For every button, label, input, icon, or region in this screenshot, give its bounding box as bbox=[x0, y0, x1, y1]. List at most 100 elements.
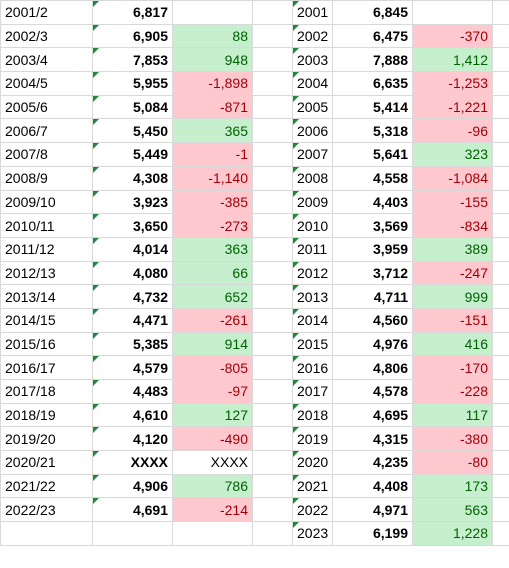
year-cell: 2007 bbox=[292, 142, 333, 167]
sheet-body: 2001/2 6,817 2001 6,845 2002/3 6,905 88 2002 6,4… bbox=[0, 0, 509, 546]
year-cell: 2001 bbox=[292, 0, 333, 25]
sheet-row: 2018/19 4,610 127 2018 4,695 117 bbox=[0, 402, 509, 428]
period-cell: 2003/4 bbox=[0, 47, 93, 73]
value-cell: XXXX bbox=[92, 450, 173, 475]
empty-cell bbox=[252, 165, 293, 191]
value-cell: 4,560 bbox=[332, 307, 413, 333]
value-cell: 5,414 bbox=[332, 94, 413, 120]
value-cell: 4,483 bbox=[92, 379, 173, 404]
period-cell: 2009/10 bbox=[0, 189, 93, 215]
empty-cell bbox=[252, 426, 293, 452]
value-cell: 7,888 bbox=[332, 47, 413, 73]
sheet-row: 2007/8 5,449 -1 2007 5,641 323 bbox=[0, 142, 509, 167]
empty-cell bbox=[492, 497, 509, 523]
period-cell: 2007/8 bbox=[0, 142, 93, 167]
empty-cell bbox=[492, 189, 509, 215]
period-cell: 2018/19 bbox=[0, 402, 93, 428]
year-cell: 2018 bbox=[292, 402, 333, 428]
value-cell: 3,569 bbox=[332, 213, 413, 238]
change-cell: XXXX bbox=[172, 450, 253, 475]
change-cell: -80 bbox=[412, 450, 493, 475]
period-cell: 2019/20 bbox=[0, 426, 93, 452]
sheet-row: 2012/13 4,080 66 2012 3,712 -247 bbox=[0, 260, 509, 286]
empty-cell bbox=[492, 47, 509, 73]
change-cell: -834 bbox=[412, 213, 493, 238]
value-cell: 4,120 bbox=[92, 426, 173, 452]
empty-cell bbox=[492, 355, 509, 380]
empty-cell bbox=[252, 260, 293, 286]
empty-cell bbox=[492, 213, 509, 238]
value-cell: 4,579 bbox=[92, 355, 173, 380]
change-cell bbox=[412, 0, 493, 25]
period-cell: 2020/21 bbox=[0, 450, 93, 475]
empty-cell bbox=[492, 379, 509, 404]
empty-cell bbox=[252, 236, 293, 262]
empty-cell bbox=[492, 450, 509, 475]
empty-cell bbox=[492, 165, 509, 191]
sheet-row: 2003/4 7,853 948 2003 7,888 1,412 bbox=[0, 47, 509, 73]
change-cell: 416 bbox=[412, 331, 493, 357]
empty-cell bbox=[492, 23, 509, 49]
sheet-row: 2019/20 4,120 -490 2019 4,315 -380 bbox=[0, 426, 509, 452]
change-cell: -228 bbox=[412, 379, 493, 404]
period-cell: 2006/7 bbox=[0, 118, 93, 144]
value-cell: 4,014 bbox=[92, 236, 173, 262]
year-cell: 2009 bbox=[292, 189, 333, 215]
empty-cell bbox=[252, 0, 293, 25]
empty-cell bbox=[252, 521, 293, 546]
empty-cell bbox=[252, 402, 293, 428]
empty-cell bbox=[492, 521, 509, 546]
value-cell: 4,578 bbox=[332, 379, 413, 404]
empty-cell bbox=[252, 71, 293, 96]
change-cell bbox=[172, 521, 253, 546]
value-cell: 4,976 bbox=[332, 331, 413, 357]
period-cell bbox=[0, 521, 93, 546]
empty-cell bbox=[492, 426, 509, 452]
year-cell: 2004 bbox=[292, 71, 333, 96]
value-cell: 4,971 bbox=[332, 497, 413, 523]
year-cell: 2020 bbox=[292, 450, 333, 475]
year-cell: 2008 bbox=[292, 165, 333, 191]
value-cell: 4,732 bbox=[92, 284, 173, 309]
year-cell: 2023 bbox=[292, 521, 333, 546]
period-cell: 2010/11 bbox=[0, 213, 93, 238]
sheet-row: 2013/14 4,732 652 2013 4,711 999 bbox=[0, 284, 509, 309]
year-cell: 2022 bbox=[292, 497, 333, 523]
year-cell: 2012 bbox=[292, 260, 333, 286]
change-cell: 563 bbox=[412, 497, 493, 523]
value-cell: 5,084 bbox=[92, 94, 173, 120]
change-cell: 365 bbox=[172, 118, 253, 144]
change-cell: 652 bbox=[172, 284, 253, 309]
empty-cell bbox=[252, 142, 293, 167]
change-cell: 999 bbox=[412, 284, 493, 309]
year-cell: 2011 bbox=[292, 236, 333, 262]
empty-cell bbox=[252, 213, 293, 238]
value-cell: 5,385 bbox=[92, 331, 173, 357]
value-cell: 4,695 bbox=[332, 402, 413, 428]
sheet-row: 2004/5 5,955 -1,898 2004 6,635 -1,253 bbox=[0, 71, 509, 96]
change-cell: 389 bbox=[412, 236, 493, 262]
sheet-row: 2020/21 XXXX XXXX 2020 4,235 -80 bbox=[0, 450, 509, 475]
change-cell: 948 bbox=[172, 47, 253, 73]
empty-cell bbox=[252, 307, 293, 333]
change-cell: 1,228 bbox=[412, 521, 493, 546]
value-cell: 6,845 bbox=[332, 0, 413, 25]
change-cell: -1,898 bbox=[172, 71, 253, 96]
value-cell: 4,315 bbox=[332, 426, 413, 452]
period-cell: 2022/23 bbox=[0, 497, 93, 523]
change-cell: -273 bbox=[172, 213, 253, 238]
sheet-row: 2010/11 3,650 -273 2010 3,569 -834 bbox=[0, 213, 509, 238]
period-cell: 2008/9 bbox=[0, 165, 93, 191]
value-cell bbox=[92, 521, 173, 546]
value-cell: 4,558 bbox=[332, 165, 413, 191]
change-cell: -805 bbox=[172, 355, 253, 380]
value-cell: 3,923 bbox=[92, 189, 173, 215]
value-cell: 4,610 bbox=[92, 402, 173, 428]
period-cell: 2001/2 bbox=[0, 0, 93, 25]
change-cell: -1,221 bbox=[412, 94, 493, 120]
sheet-row: 2023 6,199 1,228 bbox=[0, 521, 509, 546]
sheet-row: 2014/15 4,471 -261 2014 4,560 -151 bbox=[0, 307, 509, 333]
period-cell: 2011/12 bbox=[0, 236, 93, 262]
empty-cell bbox=[252, 331, 293, 357]
change-cell: -1 bbox=[172, 142, 253, 167]
